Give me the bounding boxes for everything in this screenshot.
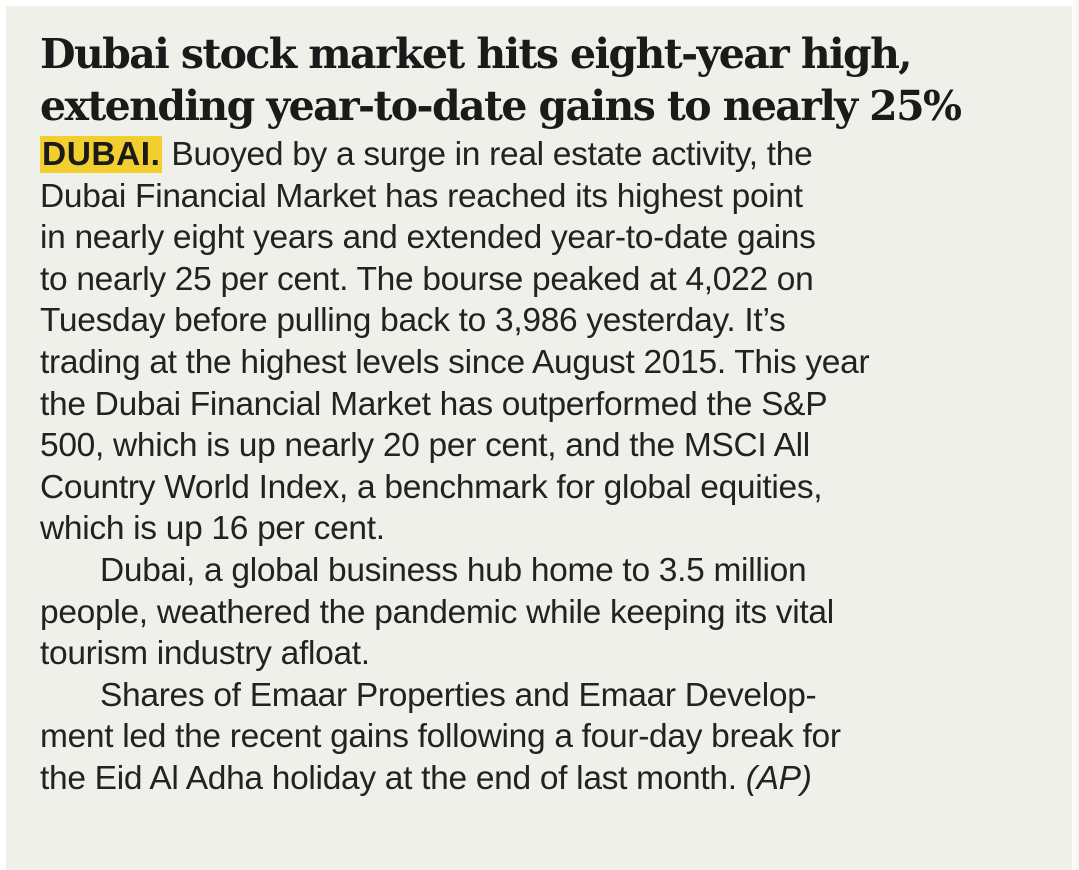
newspaper-clipping [6, 6, 1072, 870]
paragraph-3-line-1: Shares of Emaar Properties and Emaar Dev… [100, 676, 817, 714]
paragraph-1-line-2: Dubai Financial Market has reached its h… [40, 177, 803, 215]
paragraph-2-line-3: tourism industry afloat. [40, 635, 370, 673]
paragraph-1-line-5: Tuesday before pulling back to 3,986 yes… [40, 302, 786, 340]
paragraph-1-line-1: DUBAI. Buoyed by a surge in real estate … [40, 134, 1040, 176]
article-body: DUBAI. Buoyed by a surge in real estate … [40, 134, 1040, 800]
paragraph-2-line-1: Dubai, a global business hub home to 3.5… [100, 551, 807, 589]
headline: Dubai stock market hits eight-year high,… [40, 28, 1040, 132]
paragraph-2-line-2: people, weathered the pandemic while kee… [40, 593, 834, 631]
paragraph-1-line-1-text: Buoyed by a surge in real estate activit… [162, 136, 813, 173]
headline-line-1: Dubai stock market hits eight-year high, [40, 30, 913, 78]
paragraph-1-line-6: trading at the highest levels since Augu… [40, 343, 870, 381]
paragraph-1-line-10: which is up 16 per cent. [40, 510, 385, 548]
news-agency-credit: (AP) [745, 759, 812, 797]
paragraph-3-line-2: ment led the recent gains following a fo… [40, 718, 841, 756]
page-edge [1072, 0, 1079, 870]
paragraph-1-line-9: Country World Index, a benchmark for glo… [40, 468, 823, 506]
paragraph-1-line-4: to nearly 25 per cent. The bourse peaked… [40, 260, 814, 298]
article: Dubai stock market hits eight-year high,… [40, 28, 1040, 800]
paragraph-1-line-7: the Dubai Financial Market has outperfor… [40, 385, 828, 423]
dateline: DUBAI. [40, 136, 163, 173]
paragraph-3-line-3-text: the Eid Al Adha holiday at the end of la… [40, 759, 746, 797]
paragraph-3-line-3: the Eid Al Adha holiday at the end of la… [40, 758, 1040, 800]
headline-line-2: extending year-to-date gains to nearly 2… [40, 82, 962, 130]
paragraph-1-line-3: in nearly eight years and extended year-… [40, 219, 816, 257]
paragraph-1-line-8: 500, which is up nearly 20 per cent, and… [40, 427, 810, 465]
